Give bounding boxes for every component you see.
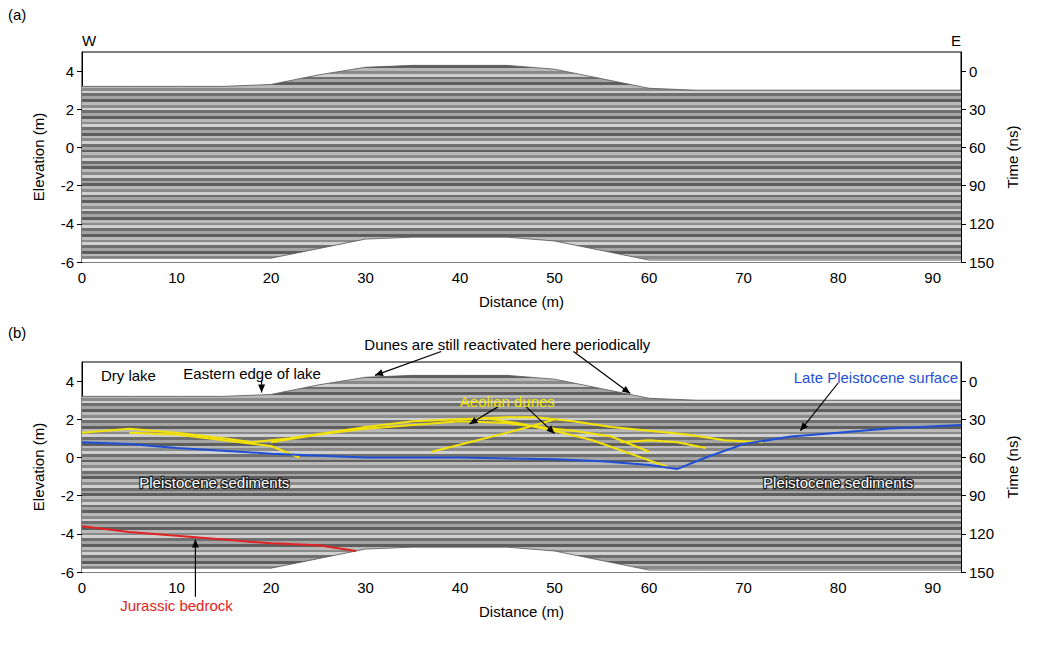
svg-text:30: 30 <box>357 579 374 596</box>
svg-text:0: 0 <box>66 139 74 156</box>
svg-text:90: 90 <box>924 269 941 286</box>
svg-text:80: 80 <box>830 269 847 286</box>
svg-text:150: 150 <box>969 254 994 271</box>
svg-text:60: 60 <box>969 449 986 466</box>
svg-text:Distance (m): Distance (m) <box>479 293 564 310</box>
svg-text:60: 60 <box>641 269 658 286</box>
svg-text:2: 2 <box>66 411 74 428</box>
svg-text:0: 0 <box>969 63 977 80</box>
svg-text:2: 2 <box>66 101 74 118</box>
svg-text:40: 40 <box>452 269 469 286</box>
svg-text:Jurassic bedrock: Jurassic bedrock <box>120 597 233 614</box>
svg-text:Aeolian dunes: Aeolian dunes <box>460 393 555 410</box>
svg-text:30: 30 <box>969 411 986 428</box>
svg-text:70: 70 <box>735 269 752 286</box>
svg-text:60: 60 <box>641 579 658 596</box>
svg-text:Distance (m): Distance (m) <box>479 603 564 620</box>
svg-text:Dunes are still reactivated he: Dunes are still reactivated here periodi… <box>364 336 650 353</box>
svg-text:Elevation (m): Elevation (m) <box>30 423 47 511</box>
svg-text:-4: -4 <box>61 215 74 232</box>
svg-text:80: 80 <box>830 579 847 596</box>
svg-text:Eastern edge of lake: Eastern edge of lake <box>183 365 321 382</box>
svg-text:120: 120 <box>969 525 994 542</box>
svg-text:60: 60 <box>969 139 986 156</box>
svg-text:0: 0 <box>969 373 977 390</box>
svg-text:0: 0 <box>78 579 86 596</box>
svg-text:Time (ns): Time (ns) <box>1004 436 1021 499</box>
svg-text:Time (ns): Time (ns) <box>1004 126 1021 189</box>
svg-text:(a): (a) <box>8 6 26 23</box>
svg-text:-6: -6 <box>61 564 74 581</box>
svg-text:50: 50 <box>546 269 563 286</box>
svg-text:30: 30 <box>357 269 374 286</box>
svg-text:-2: -2 <box>61 177 74 194</box>
svg-text:10: 10 <box>168 269 185 286</box>
svg-text:W: W <box>82 32 97 49</box>
svg-text:0: 0 <box>78 269 86 286</box>
svg-text:4: 4 <box>66 373 74 390</box>
svg-text:-4: -4 <box>61 525 74 542</box>
svg-text:90: 90 <box>924 579 941 596</box>
svg-text:30: 30 <box>969 101 986 118</box>
svg-text:E: E <box>951 32 961 49</box>
svg-text:Pleistocene sediments: Pleistocene sediments <box>763 474 913 491</box>
svg-text:Late Pleistocene surface: Late Pleistocene surface <box>794 369 958 386</box>
svg-text:Elevation (m): Elevation (m) <box>30 113 47 201</box>
svg-text:10: 10 <box>168 579 185 596</box>
svg-text:0: 0 <box>66 449 74 466</box>
svg-text:70: 70 <box>735 579 752 596</box>
svg-text:90: 90 <box>969 177 986 194</box>
svg-text:20: 20 <box>263 269 280 286</box>
svg-text:120: 120 <box>969 215 994 232</box>
svg-text:Dry lake: Dry lake <box>101 367 156 384</box>
svg-text:90: 90 <box>969 487 986 504</box>
svg-text:4: 4 <box>66 63 74 80</box>
svg-text:Pleistocene sediments: Pleistocene sediments <box>139 474 289 491</box>
svg-text:-2: -2 <box>61 487 74 504</box>
svg-text:-6: -6 <box>61 254 74 271</box>
svg-text:150: 150 <box>969 564 994 581</box>
svg-text:(b): (b) <box>8 324 26 341</box>
svg-text:40: 40 <box>452 579 469 596</box>
svg-text:50: 50 <box>546 579 563 596</box>
svg-text:20: 20 <box>263 579 280 596</box>
